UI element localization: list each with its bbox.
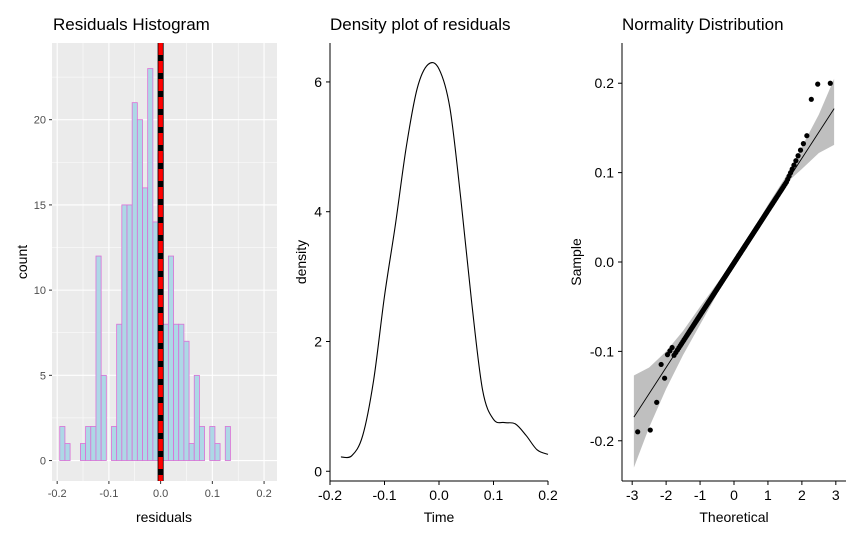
histogram-x-tick-label: -0.2: [48, 488, 67, 500]
histogram-bar: [85, 426, 92, 461]
density-x-axis-title: Time: [424, 509, 455, 525]
density-x-tick-label: -0.2: [318, 487, 342, 503]
histogram-title: Residuals Histogram: [53, 15, 210, 34]
qq-y-tick-label: 0.0: [595, 254, 615, 270]
qq-x-tick-label: -1: [694, 487, 707, 503]
qq-x-tick-label: -3: [626, 487, 639, 503]
qq-point: [669, 344, 675, 351]
histogram-bar: [116, 323, 123, 461]
qq-point: [664, 352, 671, 358]
histogram-bar: [136, 119, 143, 461]
histogram-bar: [126, 204, 133, 461]
qq-x-axis-title: Theoretical: [699, 509, 768, 525]
histogram-bar: [178, 323, 185, 461]
qq-point: [797, 147, 804, 153]
density-panel: Density plot of residuals -0.2 -0.1 0.0 0.1…: [293, 15, 558, 525]
qq-point: [795, 153, 801, 159]
qq-point: [662, 375, 668, 381]
qq-point: [635, 429, 641, 435]
qq-point: [827, 80, 833, 86]
histogram-bar: [193, 374, 200, 461]
histogram-bar: [131, 102, 138, 461]
qq-x-tick-label: 3: [832, 487, 840, 503]
histogram-bar: [188, 443, 195, 461]
histogram-bar: [209, 426, 216, 461]
qq-panel: Normality Distribution -3 -2 -1 0 1 2 3 -0.2-0…: [568, 15, 846, 525]
histogram-bar: [111, 426, 118, 461]
qq-y-tick-label: -0.1: [590, 343, 614, 359]
qq-y-ticks: -0.2 -0.1 0.0 0.1 0.2: [590, 75, 622, 449]
density-x-ticks: -0.2 -0.1 0.0 0.1 0.2: [318, 481, 558, 503]
histogram-panel: Residuals Histogram -0.2 -0.1 0.0 0.1 0.2 0 5…: [14, 15, 277, 525]
histogram-bar: [199, 426, 205, 461]
qq-x-tick-label: 2: [798, 487, 806, 503]
qq-point: [800, 141, 806, 147]
density-x-tick-label: 0.1: [484, 487, 504, 503]
qq-x-ticks: -3 -2 -1 0 1 2 3: [626, 481, 840, 503]
qq-point: [808, 96, 814, 102]
histogram-bar: [64, 443, 71, 461]
histogram-x-tick-label: 0.0: [153, 488, 168, 500]
qq-y-axis-title: Sample: [568, 238, 584, 286]
density-y-tick-label: 4: [314, 204, 322, 220]
density-x-tick-label: 0.2: [538, 487, 558, 503]
density-curve: [340, 61, 549, 459]
histogram-bar: [80, 443, 87, 461]
density-axes: [329, 43, 548, 482]
qq-x-tick-label: 0: [730, 487, 738, 503]
histogram-bar: [90, 426, 97, 461]
histogram-bar: [162, 323, 169, 461]
density-title: Density plot of residuals: [330, 15, 510, 34]
density-x-tick-label: 0.0: [429, 487, 449, 503]
qq-x-tick-label: 1: [764, 487, 772, 503]
qq-x-tick-label: -2: [660, 487, 673, 503]
histogram-y-axis-title: count: [14, 245, 30, 279]
density-y-tick-label: 6: [314, 74, 322, 90]
histogram-bar: [173, 323, 180, 461]
histogram-x-axis-title: residuals: [136, 509, 192, 525]
histogram-bar: [224, 426, 231, 461]
density-y-tick-label: 0: [314, 463, 322, 479]
qq-title: Normality Distribution: [622, 15, 784, 34]
histogram-bar: [121, 204, 128, 461]
qq-y-tick-label: 0.2: [595, 75, 615, 91]
histogram-y-tick-label: 10: [34, 285, 46, 297]
histogram-bar: [214, 443, 221, 461]
histogram-bar: [142, 187, 149, 461]
histogram-bar: [95, 255, 102, 461]
histogram-y-tick-label: 0: [40, 456, 46, 468]
histogram-x-tick-label: 0.2: [256, 488, 271, 500]
density-y-ticks: 0 2 4 6: [314, 74, 330, 479]
density-y-axis-title: density: [293, 240, 309, 284]
qq-y-tick-label: 0.1: [595, 165, 615, 181]
qq-point: [789, 166, 795, 172]
histogram-bar: [100, 374, 107, 461]
histogram-y-tick-label: 15: [34, 200, 46, 212]
qq-point: [791, 162, 797, 168]
qq-point: [647, 427, 653, 433]
density-x-tick-label: -0.1: [372, 487, 396, 503]
histogram-bar: [59, 426, 66, 461]
qq-points: [635, 80, 833, 435]
qq-point: [793, 158, 799, 164]
histogram-bar: [147, 68, 154, 461]
histogram-bar: [152, 221, 159, 461]
histogram-bar: [183, 340, 190, 461]
histogram-y-tick-label: 20: [34, 115, 46, 127]
histogram-y-tick-label: 5: [40, 370, 46, 382]
qq-point: [658, 361, 664, 368]
density-y-tick-label: 2: [314, 333, 322, 349]
qq-point: [654, 399, 660, 405]
histogram-x-ticks: -0.2 -0.1 0.0 0.1 0.2: [48, 481, 272, 500]
qq-point: [804, 133, 810, 139]
qq-point: [815, 81, 821, 87]
qq-confidence-band: [633, 78, 835, 468]
qq-y-tick-label: -0.2: [590, 433, 614, 449]
histogram-y-ticks: 0 5 10 15 20: [34, 115, 52, 468]
histogram-x-tick-label: -0.1: [99, 488, 118, 500]
histogram-bars: [59, 68, 231, 461]
histogram-x-tick-label: 0.1: [205, 488, 220, 500]
histogram-bar: [167, 255, 174, 461]
